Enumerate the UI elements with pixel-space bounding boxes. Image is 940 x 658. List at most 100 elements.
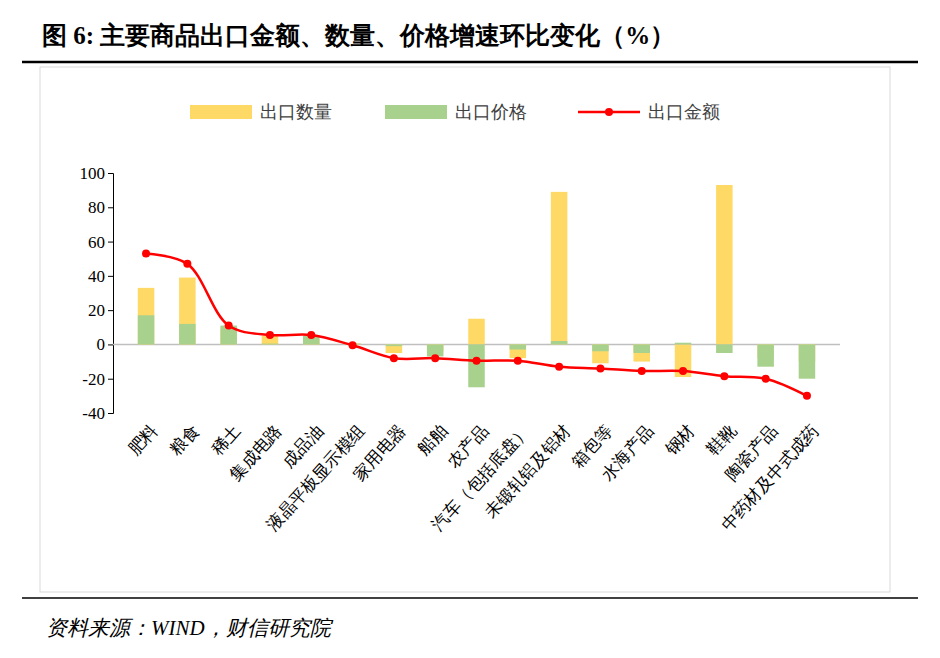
bar xyxy=(633,344,650,361)
y-tick-mark xyxy=(108,173,113,174)
y-tick-mark xyxy=(108,207,113,208)
legend-label: 出口金额 xyxy=(648,102,720,122)
x-tick-label: 钢材 xyxy=(661,421,699,460)
x-tick-label: 稀土 xyxy=(207,421,244,459)
marker xyxy=(266,331,274,339)
x-tick: 中药材及中式成药 xyxy=(717,421,822,535)
legend: 出口数量 出口价格 出口金额 xyxy=(190,102,720,122)
y-tick-mark xyxy=(108,379,113,380)
y-tick: 80 xyxy=(88,198,113,217)
bar xyxy=(799,344,816,378)
x-tick: 鞋靴 xyxy=(703,421,740,459)
legend-label: 出口数量 xyxy=(260,102,332,122)
marker xyxy=(720,372,728,380)
y-tick-label: 60 xyxy=(88,233,105,252)
x-tick: 家用电器 xyxy=(350,421,410,484)
marker xyxy=(183,260,191,268)
source: 资料来源：WIND，财信研究院 xyxy=(46,616,334,640)
chart: 图 6: 主要商品出口金额、数量、价格增速环比变化（%） 资料来源：WIND，财信… xyxy=(0,0,940,658)
marker xyxy=(225,322,233,330)
y-tick: 20 xyxy=(88,301,113,320)
y-axis: -40 -20 0 20 40 60 80 100 xyxy=(80,164,114,423)
bar xyxy=(138,288,155,345)
bar-series xyxy=(138,315,815,387)
bar xyxy=(716,185,733,344)
x-tick-label: 家用电器 xyxy=(350,421,410,484)
x-tick-label: 未锻轧铝及铝材 xyxy=(481,421,575,522)
x-tick-label: 中药材及中式成药 xyxy=(717,421,822,535)
x-tick-label: 船舶 xyxy=(414,421,451,459)
x-tick-label: 肥料 xyxy=(125,421,162,459)
bar xyxy=(592,344,609,351)
bar xyxy=(510,344,527,358)
plot-area xyxy=(138,185,815,400)
title: 图 6: 主要商品出口金额、数量、价格增速环比变化（%） xyxy=(42,22,675,49)
marker xyxy=(431,354,439,362)
x-tick: 集成电路 xyxy=(226,421,286,484)
y-tick: -20 xyxy=(82,370,113,389)
y-tick-label: 0 xyxy=(97,335,106,354)
x-tick-label: 鞋靴 xyxy=(703,421,740,459)
bar xyxy=(551,341,568,344)
bar xyxy=(138,315,155,344)
bar xyxy=(262,343,279,345)
y-tick-label: -20 xyxy=(82,370,105,389)
marker xyxy=(596,364,604,372)
marker xyxy=(390,354,398,362)
y-tick-mark xyxy=(108,310,113,311)
y-tick: 100 xyxy=(80,164,114,183)
x-tick: 稀土 xyxy=(207,421,244,459)
title-rule xyxy=(22,61,918,64)
y-tick: 40 xyxy=(88,267,113,286)
source-rule xyxy=(22,597,918,599)
bar xyxy=(386,344,403,346)
x-tick: 未锻轧铝及铝材 xyxy=(481,421,575,522)
y-tick-label: 20 xyxy=(88,301,105,320)
legend-marker xyxy=(605,108,613,116)
marker xyxy=(555,363,563,371)
y-tick-label: 100 xyxy=(80,164,106,183)
y-tick-label: 40 xyxy=(88,267,105,286)
x-tick: 水海产品 xyxy=(598,421,658,484)
marker xyxy=(142,250,150,258)
legend-label: 出口价格 xyxy=(455,102,527,122)
y-axis-line xyxy=(108,174,114,414)
y-tick-mark xyxy=(108,344,113,345)
bar xyxy=(386,344,403,353)
marker xyxy=(349,341,357,349)
bar xyxy=(468,319,485,345)
y-tick-mark xyxy=(108,413,113,414)
y-tick-mark xyxy=(108,276,113,277)
bar xyxy=(179,324,196,345)
y-tick: 60 xyxy=(88,233,113,252)
marker xyxy=(679,367,687,375)
bar xyxy=(633,344,650,353)
x-tick: 肥料 xyxy=(125,421,162,459)
y-tick-label: 80 xyxy=(88,198,105,217)
x-tick-label: 集成电路 xyxy=(226,421,286,484)
marker xyxy=(473,357,481,365)
x-tick: 液晶平板显示模组 xyxy=(263,421,368,535)
line xyxy=(146,254,807,396)
legend-swatch xyxy=(190,105,252,119)
legend-swatch xyxy=(385,105,447,119)
markers xyxy=(142,250,811,400)
bar xyxy=(551,192,568,345)
y-tick: 0 xyxy=(97,335,114,354)
bar xyxy=(179,278,196,345)
bar xyxy=(716,344,733,353)
marker xyxy=(307,331,315,339)
x-tick-label: 水海产品 xyxy=(598,421,658,484)
y-tick-label: -40 xyxy=(82,404,105,423)
x-tick: 船舶 xyxy=(414,421,451,459)
bar xyxy=(510,344,527,349)
y-tick: -40 xyxy=(82,404,113,423)
marker xyxy=(762,375,770,383)
x-tick-label: 粮食 xyxy=(166,421,203,459)
bar xyxy=(592,344,609,363)
y-tick-mark xyxy=(108,242,113,243)
x-axis: 肥料粮食稀土集成电路成品油液晶平板显示模组家用电器船舶农产品汽车（包括底盘）未锻… xyxy=(125,421,823,535)
x-tick-label: 液晶平板显示模组 xyxy=(263,421,368,535)
bar xyxy=(757,344,774,366)
bar xyxy=(468,344,485,387)
